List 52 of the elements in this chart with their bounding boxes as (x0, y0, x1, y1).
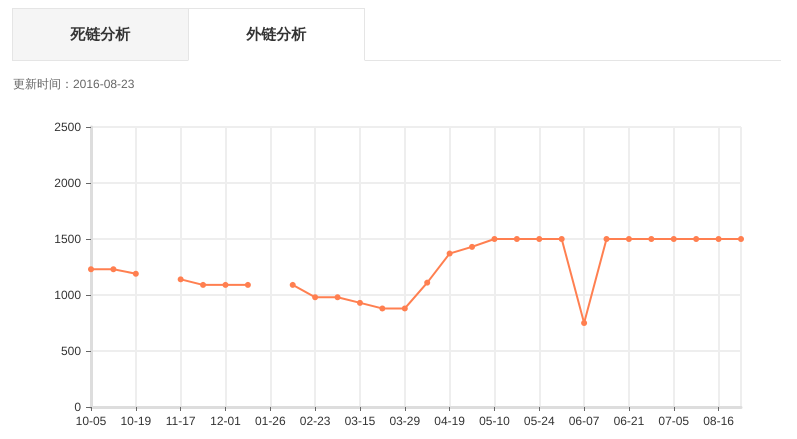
y-tick-label: 500 (60, 344, 82, 358)
y-tick-label: 2500 (54, 120, 82, 134)
text: 死链分析 (12, 8, 189, 61)
x-tick-label: 06-21 (614, 414, 645, 428)
y-tick-label: 1000 (54, 288, 82, 302)
point (626, 236, 632, 242)
y-tick-label: 0 (74, 400, 82, 414)
text: 外链分析 (188, 8, 365, 61)
x-tick-label: 03-29 (389, 414, 420, 428)
x-tick-label: 04-19 (434, 414, 466, 428)
point (558, 236, 565, 242)
point (581, 320, 588, 326)
x-tick-label: 10-05 (76, 414, 107, 428)
point (469, 244, 476, 250)
point (446, 250, 453, 257)
x-tick-label: 12-01 (210, 414, 242, 428)
point (334, 294, 341, 300)
point (222, 282, 228, 288)
x-tick-label: 02-23 (300, 414, 331, 428)
point (290, 282, 296, 288)
point (132, 270, 139, 277)
point (536, 236, 542, 242)
point (244, 282, 251, 288)
y-tick-label: 1500 (54, 232, 82, 246)
x-tick-label: 05-10 (479, 414, 510, 428)
point (88, 266, 94, 272)
point (379, 305, 386, 312)
point (200, 282, 206, 288)
point (648, 236, 654, 242)
x-tick-label: 01-26 (254, 414, 286, 428)
point (110, 266, 116, 272)
point (491, 236, 498, 242)
x-tick-label: 05-24 (524, 414, 555, 428)
point (356, 300, 363, 306)
point (514, 236, 520, 242)
x-tick-label: 08-16 (703, 414, 734, 428)
point (693, 236, 700, 242)
y-tick-label: 2000 (54, 176, 82, 190)
x-tick-label: 10-19 (120, 414, 152, 428)
point (424, 280, 430, 286)
point (402, 305, 408, 312)
x-tick-label: 06-07 (568, 414, 600, 428)
chart-subtitle: 更新时间：2016-08-23 (13, 76, 134, 93)
point (670, 236, 677, 242)
point (716, 236, 722, 242)
x-tick-label: 11-17 (166, 414, 196, 428)
x-tick-label: 03-15 (344, 414, 376, 428)
point (312, 294, 318, 300)
point (604, 236, 610, 242)
x-tick-label: 07-05 (658, 414, 690, 428)
point (738, 236, 744, 242)
point (178, 276, 184, 282)
